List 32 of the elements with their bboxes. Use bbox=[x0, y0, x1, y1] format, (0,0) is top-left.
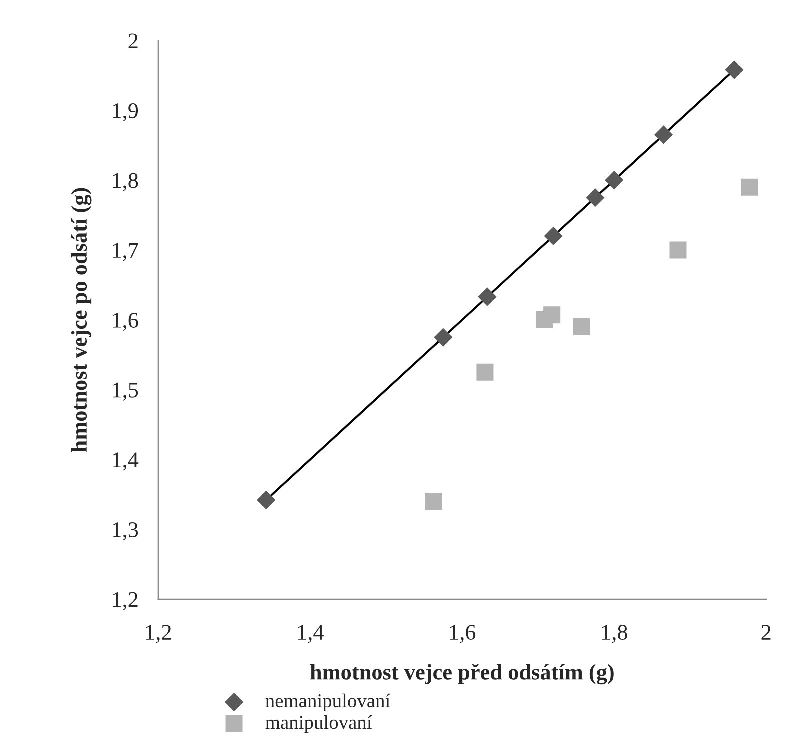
point bbox=[670, 242, 687, 259]
point bbox=[605, 171, 624, 190]
point bbox=[741, 178, 758, 196]
point bbox=[478, 288, 497, 306]
x-tick-label: 2 bbox=[762, 625, 771, 640]
y-tick-label: 1,8 bbox=[113, 173, 138, 192]
x-tick-label: 1,8 bbox=[602, 625, 628, 644]
point bbox=[654, 126, 674, 144]
point bbox=[425, 493, 442, 510]
y-tick-label: 1,7 bbox=[113, 243, 138, 262]
y-tick-label: 1,2 bbox=[113, 592, 138, 611]
point bbox=[257, 490, 276, 510]
legend-label: manipulovaní bbox=[266, 716, 372, 734]
point bbox=[476, 364, 494, 381]
y-tick-label: 1,6 bbox=[113, 313, 138, 332]
y-tick-label: 1,5 bbox=[113, 382, 138, 402]
point bbox=[544, 226, 563, 246]
x-tick-label: 1,6 bbox=[450, 625, 476, 644]
x-tick-label: 1,2 bbox=[146, 625, 172, 644]
y-tick-label: 1,4 bbox=[113, 452, 139, 471]
y-tick-label: 2 bbox=[128, 34, 138, 48]
point bbox=[573, 318, 590, 336]
point bbox=[586, 188, 605, 208]
y-axis-title: hmotnost vejce po odsátí (g) bbox=[71, 188, 92, 452]
point bbox=[434, 328, 453, 347]
x-axis-title: hmotnost vejce před odsátím (g) bbox=[310, 664, 614, 685]
legend-label: nemanipulovaní bbox=[266, 694, 390, 712]
y-tick-label: 1,9 bbox=[113, 104, 138, 122]
x-tick-label: 1,4 bbox=[298, 625, 324, 644]
y-tick-label: 1,3 bbox=[113, 522, 138, 541]
point bbox=[544, 306, 561, 324]
point bbox=[725, 60, 744, 80]
